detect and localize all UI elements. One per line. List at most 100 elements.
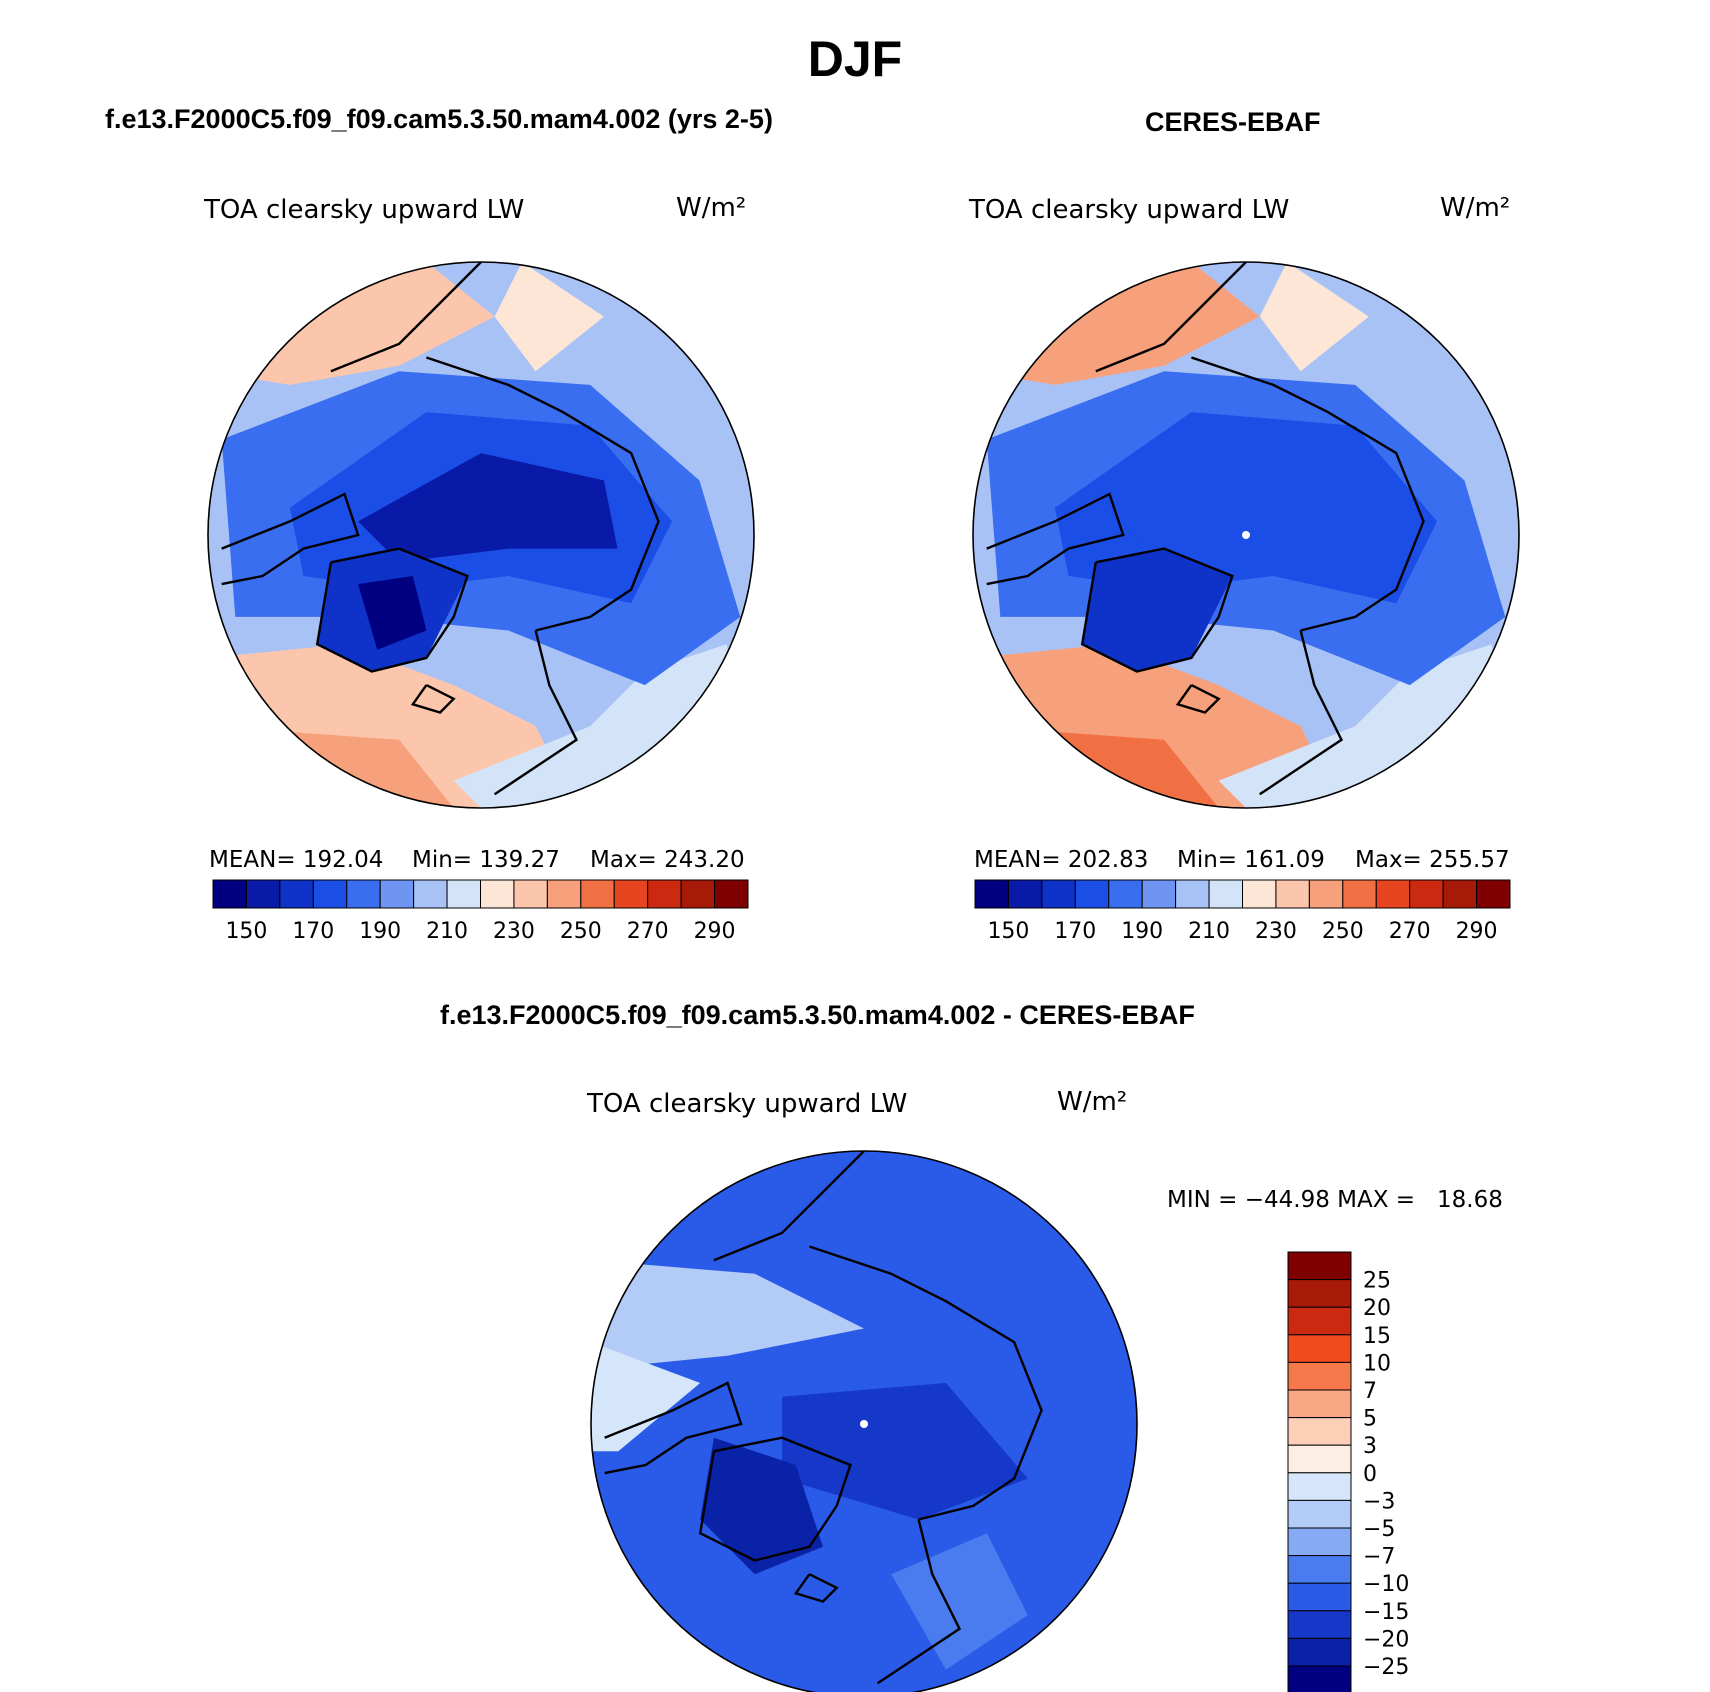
panel-2-units: W/m²: [1440, 193, 1511, 223]
colorbar-swatch: [1442, 879, 1478, 909]
colorbar-swatch: [1242, 879, 1277, 909]
greenland-coastline: [698, 1436, 852, 1562]
colorbar-swatch: [1308, 879, 1344, 909]
colorbar-1: 150 170 190 210 230 250 270 290: [212, 879, 749, 944]
colorbar-tick-label: 210: [426, 919, 468, 944]
colorbar-tick-label: −5: [1363, 1517, 1395, 1542]
colorbar-tick-label: 5: [1363, 1407, 1377, 1432]
colorbar-swatch: [1041, 879, 1076, 909]
pacific-anomaly: [591, 1260, 864, 1370]
greenland-core-field: [1123, 576, 1192, 650]
panel-3-subtitle: TOA clearsky upward LW: [587, 1089, 908, 1119]
colorbar-tick-label: 190: [359, 919, 401, 944]
north-america-coastline: [986, 492, 1125, 586]
colorbar-swatch: [446, 879, 481, 909]
colorbar-swatch: [580, 879, 615, 909]
colorbar-tick-label: 150: [225, 919, 267, 944]
colorbar-swatch: [346, 879, 381, 909]
colorbar-swatch: [279, 879, 314, 909]
colorbar-tick-label: 0: [1363, 1462, 1377, 1487]
colorbar-swatch: [1287, 1417, 1352, 1446]
colorbar-tick-label: 270: [627, 919, 669, 944]
panel-2-min: Min= 161.09: [1177, 847, 1325, 873]
europe-coastline: [876, 1519, 962, 1685]
panel-2-subtitle: TOA clearsky upward LW: [969, 195, 1290, 225]
map-boundary: [207, 261, 755, 809]
europe-coastline: [1259, 630, 1344, 796]
colorbar-swatch: [1287, 1306, 1352, 1336]
colorbar-tick-label: −20: [1363, 1627, 1409, 1652]
colorbar-swatch: [1074, 879, 1110, 909]
colorbar-swatch: [1287, 1527, 1352, 1557]
colorbar-swatch: [1275, 879, 1310, 909]
colorbar-swatch: [974, 879, 1009, 909]
colorbar-swatch: [1175, 879, 1210, 909]
colorbar-tick-label: 290: [1456, 919, 1498, 944]
panel-2-max: Max= 255.57: [1355, 847, 1510, 873]
polar-map-3: [591, 1151, 1137, 1692]
scandinavia-anomaly: [891, 1533, 1028, 1670]
colorbar-tick-label: −7: [1363, 1545, 1395, 1570]
colorbar-tick-label: 190: [1121, 919, 1163, 944]
alaska-anomaly: [591, 1342, 701, 1452]
colorbar-tick-label: 250: [1322, 919, 1364, 944]
north-america-coastline: [221, 492, 360, 586]
colorbar-tick-label: 230: [493, 919, 535, 944]
colorbar-swatch: [480, 879, 515, 909]
colorbar-swatch: [212, 879, 247, 909]
central-arctic-field: [1123, 453, 1383, 563]
colorbar-swatch: [1287, 1361, 1352, 1391]
north-america-coastline: [604, 1381, 743, 1475]
colorbar-tick-label: 150: [987, 919, 1029, 944]
colorbar-swatch: [1287, 1555, 1352, 1584]
colorbar-swatch: [1108, 879, 1143, 909]
colorbar-swatch: [1287, 1472, 1352, 1501]
colorbar-swatch: [413, 879, 448, 909]
bering-coastline: [713, 1151, 865, 1262]
eurasia-arctic-coastline: [809, 1245, 1043, 1521]
colorbar-swatch: [1287, 1610, 1352, 1639]
panel-3-minmax: MIN = −44.98 MAX = 18.68: [1167, 1187, 1503, 1213]
colorbar-swatch: [1287, 1444, 1352, 1474]
iceland-coastline: [1175, 684, 1221, 714]
colorbar-tick-label: 3: [1363, 1434, 1377, 1459]
colorbar-swatch: [513, 879, 548, 909]
colorbar-tick-label: 25: [1363, 1269, 1391, 1294]
colorbar-swatch: [1476, 879, 1511, 909]
panel-1-mean: MEAN= 192.04: [209, 847, 384, 873]
iceland-coastline: [410, 684, 456, 714]
colorbar-tick-label: 170: [292, 919, 334, 944]
colorbar-tick-label: 10: [1363, 1351, 1391, 1376]
colorbar-tick-label: −3: [1363, 1489, 1395, 1514]
colorbar-swatch: [1409, 879, 1444, 909]
colorbar-swatch: [1287, 1389, 1352, 1419]
map-boundary: [590, 1150, 1138, 1692]
colorbar-tick-label: −10: [1363, 1572, 1409, 1597]
panel-3-units: W/m²: [1057, 1087, 1128, 1117]
colorbar-tick-label: 7: [1363, 1379, 1377, 1404]
colorbar-swatch: [647, 879, 682, 909]
colorbar-swatch: [546, 879, 582, 909]
colorbar-tick-label: 170: [1054, 919, 1096, 944]
colorbar-tick-label: 210: [1188, 919, 1230, 944]
colorbar-swatch: [312, 879, 348, 909]
map-boundary: [972, 261, 1520, 809]
colorbar-swatch: [613, 879, 649, 909]
panel-1-units: W/m²: [676, 193, 747, 223]
bering-field: [1259, 262, 1369, 372]
panel-1-max: Max= 243.20: [590, 847, 745, 873]
colorbar-swatch: [1287, 1334, 1352, 1363]
polar-map-1: [208, 262, 754, 808]
colorbar-swatch: [1342, 879, 1377, 909]
colorbar-swatch: [1141, 879, 1177, 909]
pole-marker: [1242, 531, 1250, 539]
colorbar-tick-label: 230: [1255, 919, 1297, 944]
figure-title: DJF: [807, 31, 903, 87]
colorbar-swatch: [1007, 879, 1043, 909]
central-arctic-field: [358, 453, 618, 563]
bering-field: [494, 262, 604, 372]
greenland-coastline: [1080, 547, 1234, 673]
greenland-anomaly: [700, 1437, 823, 1575]
colorbar-swatch: [1287, 1499, 1352, 1529]
